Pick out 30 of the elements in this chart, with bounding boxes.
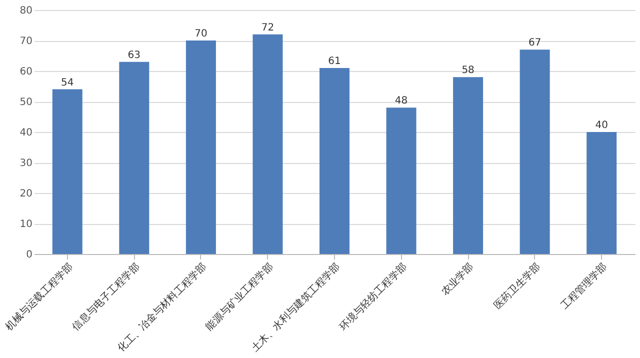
y-tick-label: 30 bbox=[20, 158, 32, 169]
data-label: 58 bbox=[462, 65, 474, 76]
bar bbox=[453, 77, 484, 254]
y-tick-label: 60 bbox=[20, 66, 32, 78]
data-label: 48 bbox=[394, 96, 408, 107]
bar bbox=[520, 50, 550, 254]
y-tick-label: 10 bbox=[20, 219, 32, 230]
y-tick-label: 0 bbox=[26, 250, 32, 260]
bar bbox=[386, 108, 416, 254]
y-tick-label: 50 bbox=[20, 97, 32, 108]
bar bbox=[586, 132, 617, 254]
bar bbox=[52, 89, 82, 254]
bar bbox=[119, 62, 150, 254]
y-tick-label: 70 bbox=[20, 36, 32, 47]
data-label: 61 bbox=[328, 56, 341, 67]
data-label: 40 bbox=[595, 120, 608, 131]
data-label: 72 bbox=[261, 22, 274, 34]
bar bbox=[186, 40, 216, 254]
x-tick-label: 工程管理学部 bbox=[558, 260, 610, 312]
y-tick-label: 20 bbox=[20, 188, 32, 200]
y-tick-label: 40 bbox=[20, 128, 32, 138]
data-label: 63 bbox=[128, 50, 141, 61]
bar bbox=[252, 34, 283, 254]
data-label: 70 bbox=[194, 28, 208, 40]
x-tick-label: 农业学部 bbox=[439, 260, 476, 298]
x-tick-label: 医药卫生学部 bbox=[492, 260, 543, 312]
data-label: 54 bbox=[61, 77, 74, 88]
data-label: 67 bbox=[528, 38, 542, 49]
bar bbox=[320, 68, 350, 254]
y-tick-label: 80 bbox=[20, 6, 32, 16]
